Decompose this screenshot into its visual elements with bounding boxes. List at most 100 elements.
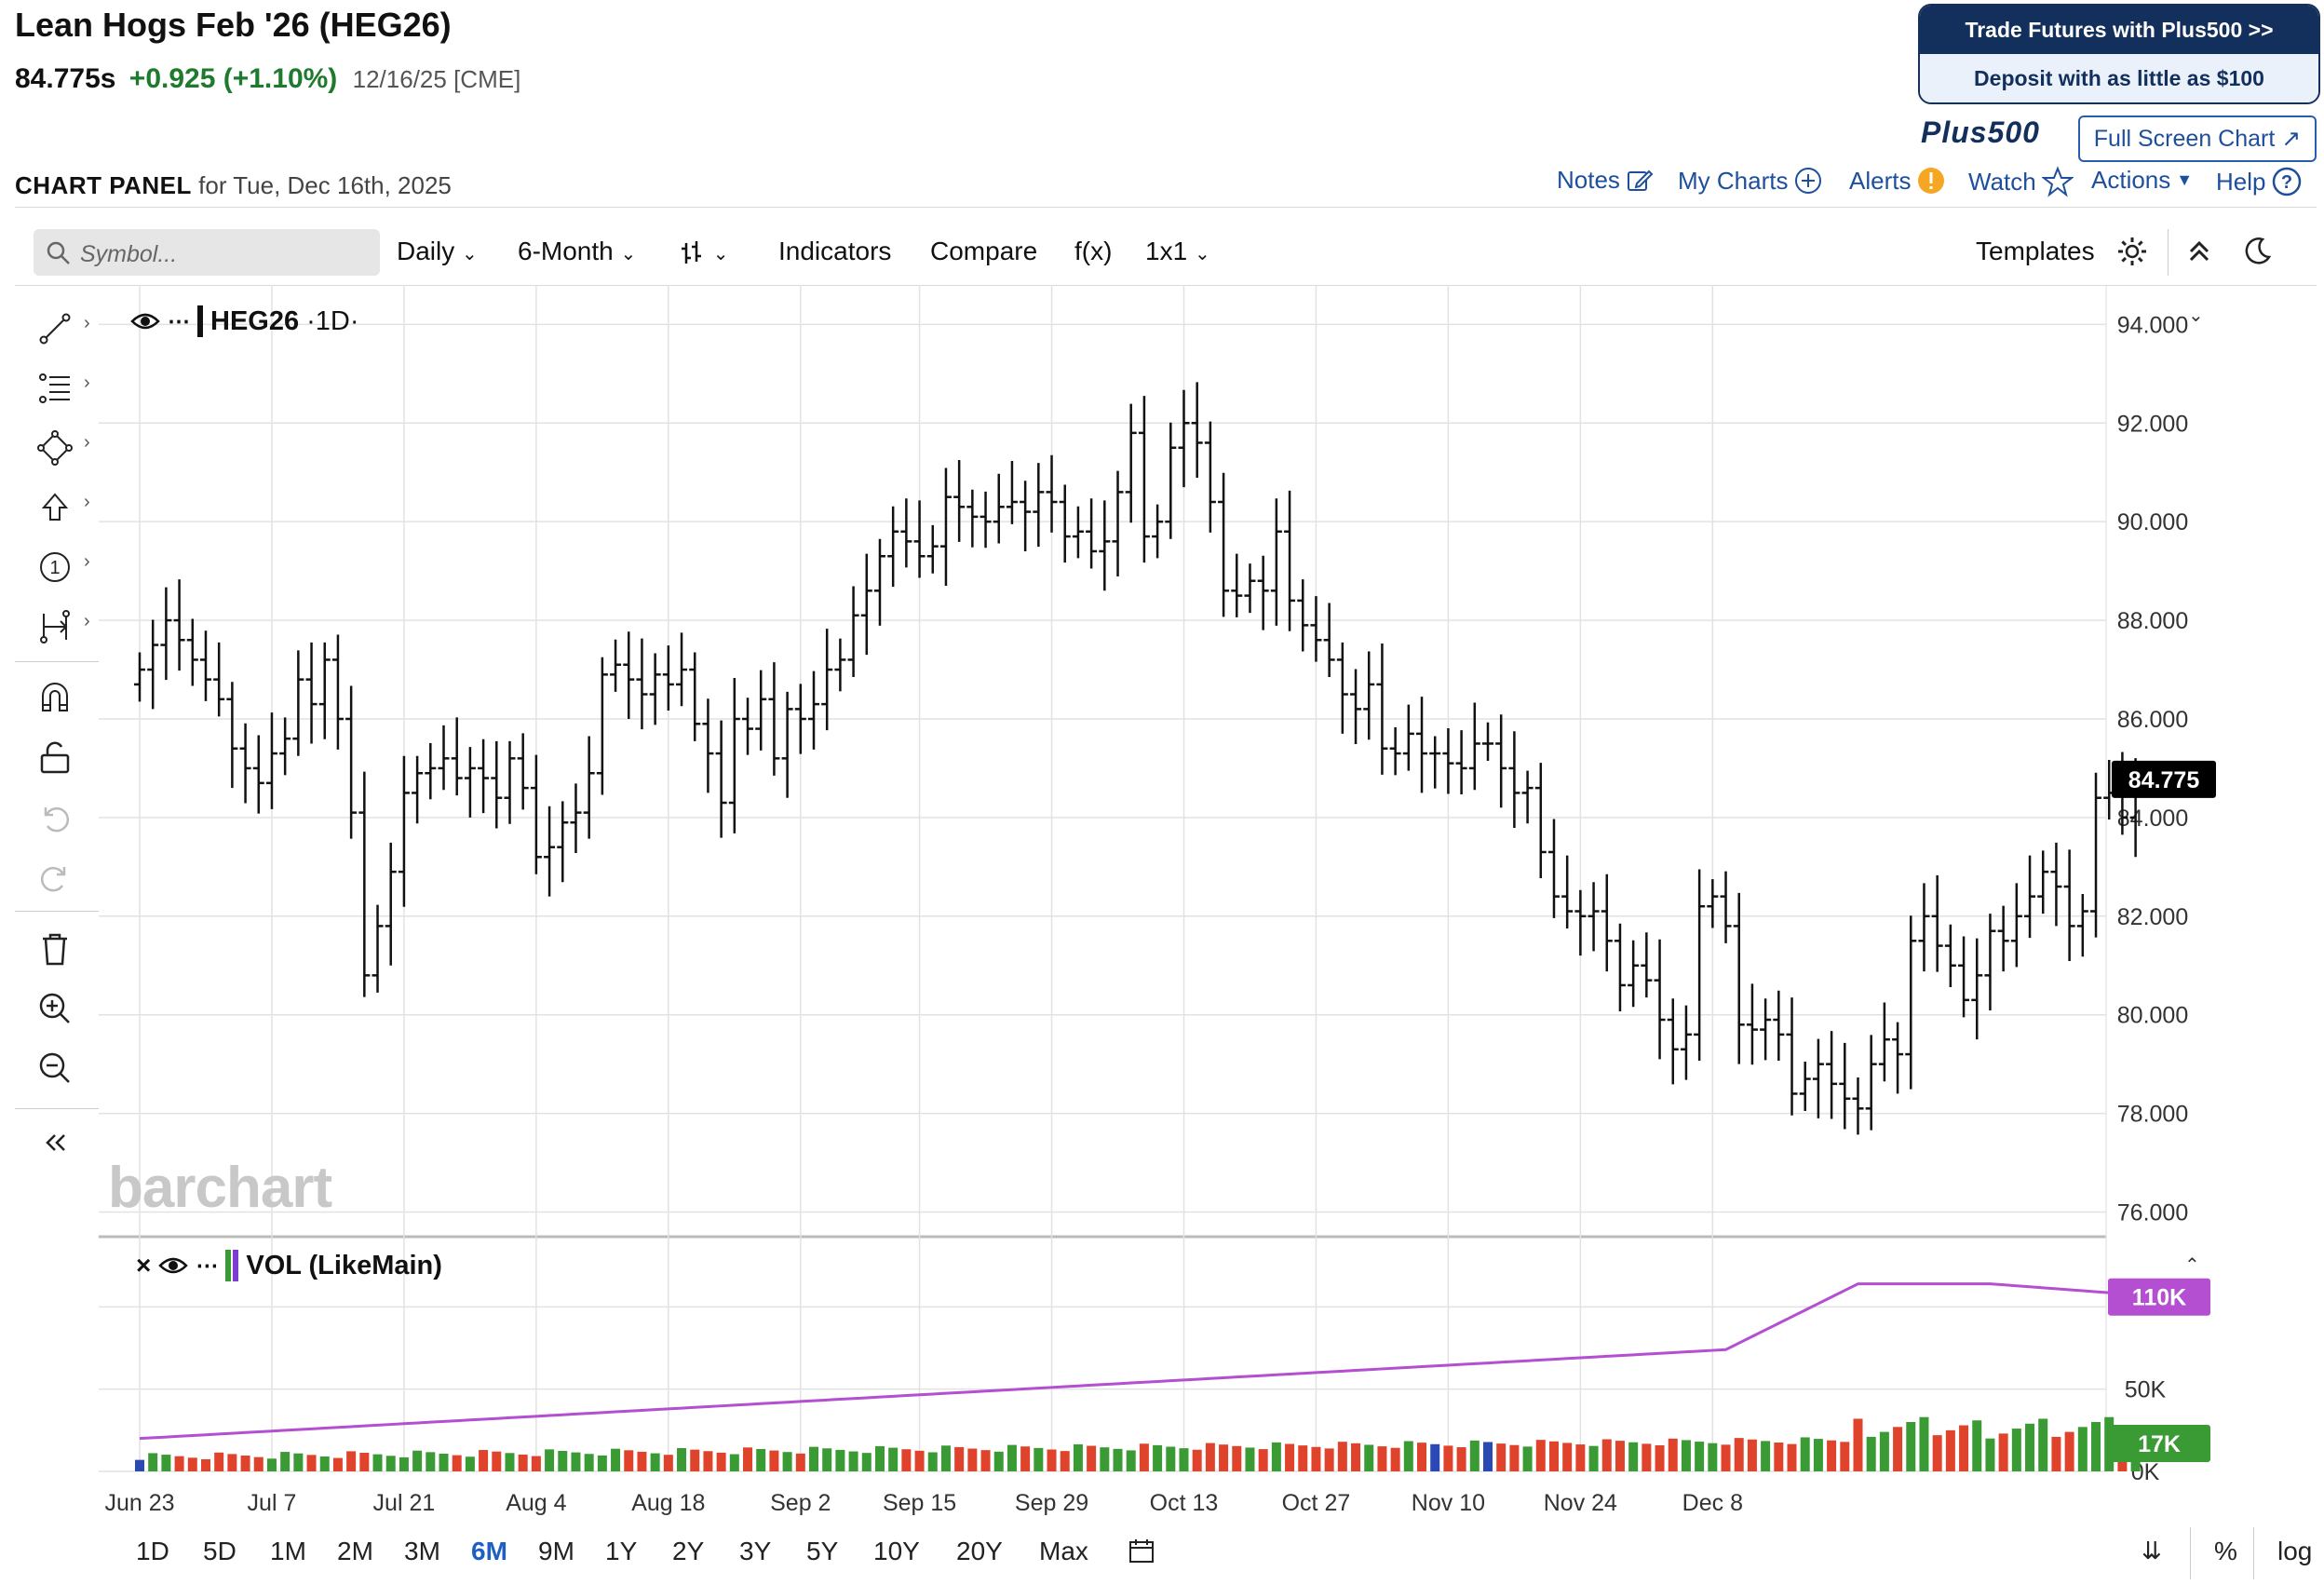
volume-bar bbox=[1469, 1440, 1480, 1471]
more-options-icon[interactable]: ⋯ bbox=[196, 1253, 219, 1279]
range-1y[interactable]: 1Y bbox=[605, 1537, 638, 1565]
period-dropdown[interactable]: 6-Month ⌄ bbox=[518, 237, 636, 266]
log-toggle[interactable]: log bbox=[2277, 1537, 2313, 1565]
fibonacci-tool-icon[interactable] bbox=[34, 367, 76, 410]
trendline-tool-icon[interactable] bbox=[34, 307, 76, 350]
alert-icon bbox=[1918, 168, 1945, 194]
range-1m[interactable]: 1M bbox=[270, 1537, 306, 1565]
volume-bar bbox=[306, 1455, 317, 1471]
chevron-down-icon[interactable]: ⌄ bbox=[2188, 305, 2204, 326]
chevron-right-icon[interactable]: › bbox=[84, 313, 90, 333]
trash-icon[interactable] bbox=[34, 928, 76, 970]
settings-gear-icon[interactable] bbox=[2115, 235, 2149, 268]
range-3y[interactable]: 3Y bbox=[739, 1537, 772, 1565]
watch-link[interactable]: Watch bbox=[1968, 166, 2074, 197]
redo-icon[interactable] bbox=[34, 855, 76, 898]
help-link[interactable]: Help ? bbox=[2216, 166, 2303, 197]
range-5d[interactable]: 5D bbox=[203, 1537, 236, 1565]
ad-top-text[interactable]: Trade Futures with Plus500 >> bbox=[1920, 6, 2318, 54]
chart-area[interactable]: 94.000 92.000 90.000 88.000 86.000 84.000 82.0… bbox=[99, 285, 2222, 1524]
more-options-icon[interactable]: ⋯ bbox=[168, 308, 190, 334]
range-6m[interactable]: 6M bbox=[471, 1537, 507, 1565]
interval-dropdown[interactable]: Daily ⌄ bbox=[397, 237, 478, 266]
shape-tool-icon[interactable] bbox=[34, 427, 76, 469]
volume-bar bbox=[1205, 1443, 1215, 1471]
range-9m[interactable]: 9M bbox=[538, 1537, 574, 1565]
price-tick-label: 80.000 bbox=[2117, 1003, 2188, 1029]
edit-icon bbox=[1627, 169, 1654, 191]
volume-bar bbox=[1364, 1444, 1374, 1471]
indicators-button[interactable]: Indicators bbox=[778, 237, 892, 265]
alerts-label[interactable]: Alerts bbox=[1849, 166, 1912, 195]
chevron-right-icon[interactable]: › bbox=[84, 432, 90, 453]
calendar-icon[interactable] bbox=[1128, 1537, 1155, 1571]
drawing-toolbar: › › › › 1 › › bbox=[15, 285, 99, 1585]
layout-dropdown[interactable]: 1x1 ⌄ bbox=[1145, 237, 1210, 266]
full-screen-label[interactable]: Full Screen Chart bbox=[2093, 126, 2276, 152]
eye-icon[interactable] bbox=[158, 1255, 189, 1276]
templates-button[interactable]: Templates bbox=[1976, 237, 2095, 265]
volume-bar bbox=[1417, 1443, 1427, 1471]
range-3m[interactable]: 3M bbox=[404, 1537, 440, 1565]
range-2m[interactable]: 2M bbox=[337, 1537, 373, 1565]
dark-mode-moon-icon[interactable] bbox=[2240, 235, 2274, 268]
measure-tool-icon[interactable] bbox=[34, 605, 76, 648]
help-label[interactable]: Help bbox=[2216, 167, 2266, 196]
range-max[interactable]: Max bbox=[1039, 1537, 1088, 1565]
volume-average-line bbox=[139, 1282, 2136, 1441]
collapse-left-icon[interactable] bbox=[34, 1121, 76, 1164]
range-20y[interactable]: 20Y bbox=[956, 1537, 1003, 1565]
price-chart-svg[interactable]: 94.000 92.000 90.000 88.000 86.000 84.000 82.0… bbox=[99, 285, 2222, 1524]
volume-bar bbox=[266, 1458, 277, 1471]
my-charts-link[interactable]: My Charts bbox=[1678, 166, 1823, 196]
undo-icon[interactable] bbox=[34, 795, 76, 838]
interval-label[interactable]: Daily bbox=[397, 237, 455, 265]
volume-bar bbox=[901, 1449, 912, 1471]
actions-menu[interactable]: Actions ▼ bbox=[2091, 166, 2193, 195]
plus500-ad-button[interactable]: Trade Futures with Plus500 >> Deposit wi… bbox=[1918, 4, 2320, 104]
range-10y[interactable]: 10Y bbox=[873, 1537, 920, 1565]
range-5y[interactable]: 5Y bbox=[806, 1537, 839, 1565]
magnet-icon[interactable] bbox=[34, 676, 76, 719]
ad-bottom-text[interactable]: Deposit with as little as $100 bbox=[1920, 54, 2318, 102]
volume-bar bbox=[1655, 1445, 1665, 1471]
volume-bar bbox=[332, 1457, 343, 1471]
percent-toggle[interactable]: % bbox=[2214, 1537, 2237, 1565]
actions-label[interactable]: Actions bbox=[2091, 166, 2171, 194]
volume-bar bbox=[558, 1450, 568, 1471]
chevron-right-icon[interactable]: › bbox=[84, 373, 90, 393]
volume-bar bbox=[954, 1446, 965, 1471]
eye-icon[interactable] bbox=[130, 311, 160, 332]
collapse-up-icon[interactable] bbox=[2182, 235, 2216, 268]
notes-label[interactable]: Notes bbox=[1557, 166, 1620, 194]
full-screen-chart-button[interactable]: Full Screen Chart ↗ bbox=[2078, 115, 2317, 162]
compare-button[interactable]: Compare bbox=[930, 237, 1038, 265]
symbol-search[interactable]: Symbol... bbox=[34, 229, 380, 276]
numbered-marker-icon[interactable]: 1 bbox=[34, 546, 76, 589]
period-label[interactable]: 6-Month bbox=[518, 237, 614, 265]
chevron-right-icon[interactable]: › bbox=[84, 611, 90, 631]
alerts-link[interactable]: Alerts bbox=[1849, 166, 1946, 196]
my-charts-label[interactable]: My Charts bbox=[1678, 166, 1789, 195]
chevron-right-icon[interactable]: › bbox=[84, 492, 90, 512]
zoom-in-icon[interactable] bbox=[34, 987, 76, 1030]
range-2y[interactable]: 2Y bbox=[672, 1537, 705, 1565]
zoom-out-icon[interactable] bbox=[34, 1047, 76, 1090]
plus500-logo[interactable]: Plus500 bbox=[1921, 115, 2040, 149]
range-1d[interactable]: 1D bbox=[136, 1537, 169, 1565]
notes-link[interactable]: Notes bbox=[1557, 166, 1654, 195]
arrow-up-tool-icon[interactable] bbox=[34, 486, 76, 529]
unlock-icon[interactable] bbox=[34, 736, 76, 779]
volume-bar bbox=[1298, 1445, 1308, 1471]
layout-label[interactable]: 1x1 bbox=[1145, 237, 1188, 265]
watch-label[interactable]: Watch bbox=[1968, 167, 2036, 196]
chevron-right-icon[interactable]: › bbox=[84, 551, 90, 572]
volume-bar bbox=[479, 1450, 489, 1471]
close-icon[interactable]: × bbox=[136, 1251, 152, 1280]
fx-button[interactable]: f(x) bbox=[1074, 237, 1113, 265]
search-placeholder[interactable]: Symbol... bbox=[80, 241, 178, 267]
double-chevron-down-icon[interactable]: ⇊ bbox=[2142, 1537, 2162, 1565]
volume-bar bbox=[531, 1456, 541, 1471]
chart-type-dropdown[interactable]: ⌄ bbox=[678, 237, 729, 267]
chevron-up-icon[interactable]: ⌃ bbox=[2184, 1255, 2200, 1276]
